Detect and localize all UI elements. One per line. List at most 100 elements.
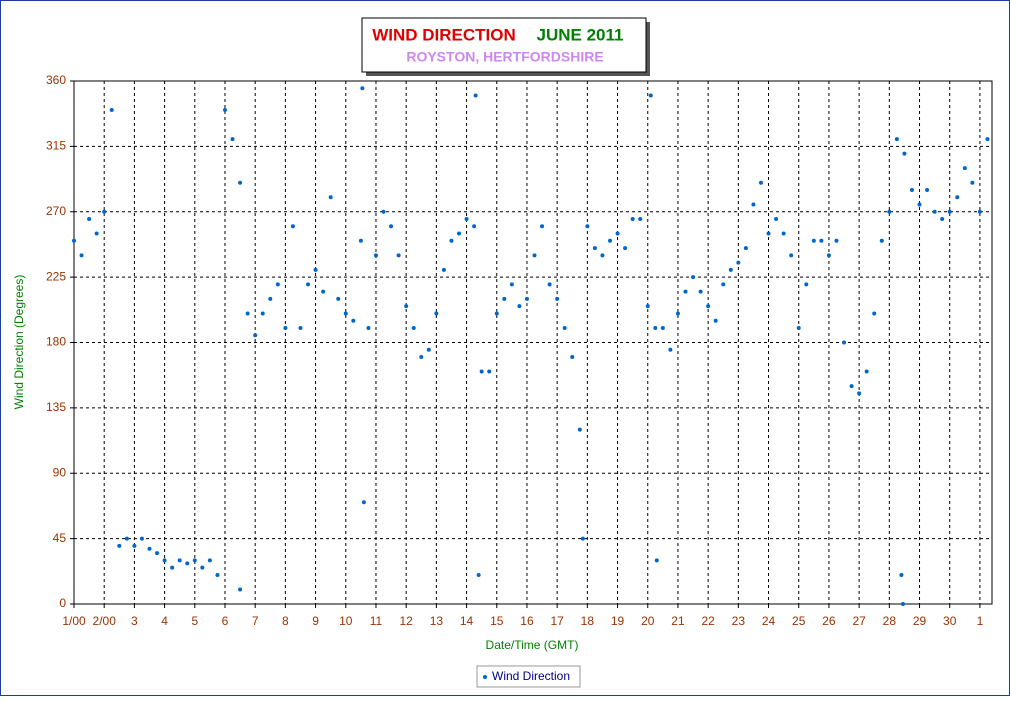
data-point bbox=[200, 565, 205, 570]
data-point bbox=[857, 391, 862, 396]
y-axis-label: Wind Direction (Degrees) bbox=[12, 275, 26, 410]
data-point bbox=[389, 224, 394, 229]
y-tick-label: 225 bbox=[46, 269, 66, 283]
x-tick-label: 22 bbox=[701, 614, 715, 628]
data-point bbox=[509, 282, 514, 287]
data-point bbox=[351, 318, 356, 323]
data-point bbox=[887, 209, 892, 214]
data-point bbox=[343, 311, 348, 316]
data-point bbox=[900, 602, 905, 606]
data-point bbox=[185, 561, 190, 566]
plot-border bbox=[73, 80, 993, 605]
data-point bbox=[736, 260, 741, 265]
data-point bbox=[313, 267, 318, 272]
data-point bbox=[306, 282, 311, 287]
data-point bbox=[275, 282, 280, 287]
x-tick-label: 2/00 bbox=[93, 614, 117, 628]
data-point bbox=[177, 558, 182, 563]
data-point bbox=[562, 325, 567, 330]
legend bbox=[476, 665, 581, 688]
data-point bbox=[894, 137, 899, 142]
x-tick-label: 4 bbox=[161, 614, 168, 628]
data-point bbox=[706, 304, 711, 309]
data-point bbox=[766, 231, 771, 236]
data-point bbox=[962, 166, 967, 171]
data-point bbox=[238, 180, 243, 185]
x-tick-label: 21 bbox=[671, 614, 685, 628]
data-point bbox=[789, 253, 794, 258]
data-point bbox=[426, 347, 431, 352]
data-point bbox=[449, 238, 454, 243]
data-point bbox=[517, 304, 522, 309]
data-point bbox=[360, 86, 365, 91]
data-point bbox=[207, 558, 212, 563]
data-point bbox=[648, 93, 653, 98]
data-point bbox=[358, 238, 363, 243]
x-tick-label: 11 bbox=[370, 614, 383, 628]
x-tick-label: 19 bbox=[611, 614, 625, 628]
chart-title-date: JUNE 2011 bbox=[537, 25, 624, 44]
data-point bbox=[585, 224, 590, 229]
data-point bbox=[366, 325, 371, 330]
y-tick-label: 135 bbox=[46, 400, 66, 414]
data-point bbox=[361, 500, 366, 505]
data-point bbox=[899, 572, 904, 577]
data-point bbox=[79, 253, 84, 258]
data-point bbox=[87, 217, 92, 222]
chart-title: WIND DIRECTION bbox=[372, 25, 516, 44]
data-point bbox=[698, 289, 703, 294]
x-tick-label: 17 bbox=[550, 614, 564, 628]
data-point bbox=[864, 369, 869, 374]
x-tick-label: 8 bbox=[282, 614, 289, 628]
data-point bbox=[849, 384, 854, 389]
x-tick-label: 5 bbox=[191, 614, 198, 628]
data-point bbox=[396, 253, 401, 258]
data-point bbox=[819, 238, 824, 243]
data-point bbox=[675, 311, 680, 316]
data-point bbox=[215, 572, 220, 577]
data-point bbox=[290, 224, 295, 229]
x-tick-label: 20 bbox=[641, 614, 655, 628]
data-point bbox=[132, 543, 137, 548]
data-point bbox=[826, 253, 831, 258]
data-point bbox=[577, 427, 582, 432]
x-tick-label: 25 bbox=[792, 614, 806, 628]
data-point bbox=[404, 304, 409, 309]
data-point bbox=[615, 231, 620, 236]
data-point bbox=[472, 224, 477, 229]
data-point bbox=[713, 318, 718, 323]
x-tick-label: 23 bbox=[732, 614, 746, 628]
data-point bbox=[955, 195, 960, 200]
data-point bbox=[147, 546, 152, 551]
data-point bbox=[162, 558, 167, 563]
data-point bbox=[547, 282, 552, 287]
data-point bbox=[555, 296, 560, 301]
data-point bbox=[872, 311, 877, 316]
x-tick-label: 24 bbox=[762, 614, 776, 628]
data-point bbox=[645, 304, 650, 309]
data-point bbox=[139, 536, 144, 541]
data-point bbox=[660, 325, 665, 330]
data-point bbox=[932, 209, 937, 214]
data-point bbox=[298, 325, 303, 330]
data-point bbox=[623, 246, 628, 251]
data-point bbox=[721, 282, 726, 287]
x-tick-label: 15 bbox=[490, 614, 504, 628]
data-point bbox=[947, 209, 952, 214]
y-tick-label: 315 bbox=[46, 139, 66, 153]
data-point bbox=[457, 231, 462, 236]
x-axis-label: Date/Time (GMT) bbox=[486, 638, 579, 652]
data-point bbox=[580, 536, 585, 541]
x-tick-label: 16 bbox=[520, 614, 534, 628]
x-tick-label: 7 bbox=[252, 614, 259, 628]
data-point bbox=[479, 369, 484, 374]
data-point bbox=[683, 289, 688, 294]
data-point bbox=[925, 187, 930, 192]
data-point bbox=[170, 565, 175, 570]
data-point bbox=[321, 289, 326, 294]
data-point bbox=[879, 238, 884, 243]
data-point bbox=[238, 587, 243, 592]
x-tick-label: 28 bbox=[883, 614, 897, 628]
data-point bbox=[253, 333, 258, 338]
